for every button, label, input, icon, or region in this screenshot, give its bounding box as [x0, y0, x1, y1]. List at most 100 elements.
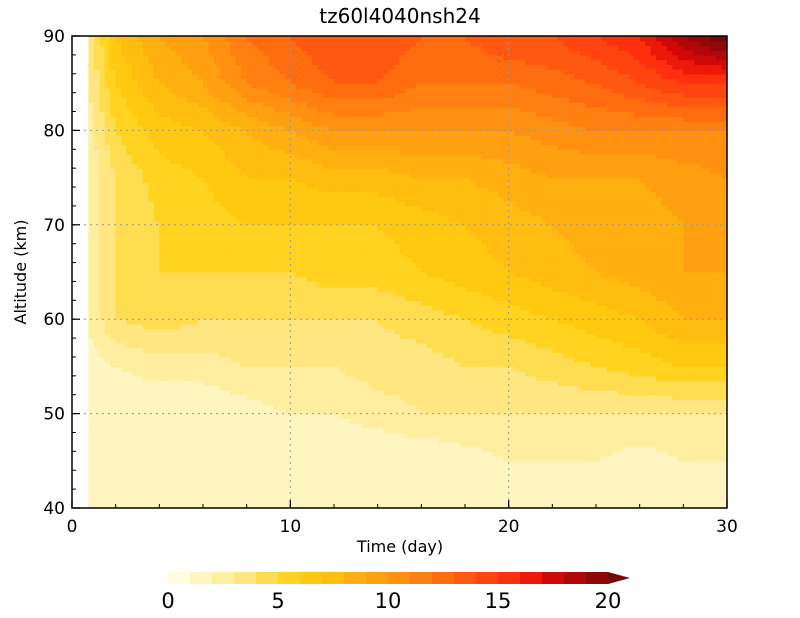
contour-cell	[290, 394, 297, 401]
contour-cell	[721, 328, 727, 334]
contour-cell	[579, 319, 586, 325]
contour-cell	[377, 319, 384, 325]
contour-cell	[721, 498, 727, 504]
contour-cell	[426, 371, 433, 377]
contour-cell	[377, 338, 384, 344]
contour-cell	[388, 333, 395, 339]
contour-cell	[514, 423, 521, 429]
contour-cell	[437, 413, 444, 419]
contour-cell	[656, 489, 663, 495]
contour-cell	[121, 338, 128, 344]
contour-cell	[268, 446, 275, 452]
contour-cell	[290, 309, 297, 316]
contour-cell	[508, 323, 515, 330]
contour-cell	[197, 375, 204, 382]
contour-cell	[508, 432, 515, 438]
contour-cell	[355, 474, 362, 481]
contour-cell	[355, 437, 362, 443]
contour-cell	[88, 371, 95, 377]
contour-cell	[93, 366, 100, 372]
contour-cell	[601, 456, 608, 462]
contour-cell	[677, 465, 684, 471]
contour-cell	[312, 460, 319, 467]
contour-cell	[377, 503, 384, 508]
contour-cell	[552, 479, 559, 485]
contour-cell	[344, 404, 351, 410]
contour-cell	[295, 399, 302, 405]
contour-cell	[535, 404, 543, 410]
contour-cell	[497, 418, 504, 424]
contour-cell	[546, 423, 553, 429]
contour-cell	[246, 474, 253, 481]
contour-cell	[683, 390, 690, 396]
contour-cell	[263, 479, 270, 485]
contour-cell	[519, 352, 526, 358]
contour-cell	[230, 309, 237, 316]
contour-cell	[148, 385, 155, 391]
contour-cell	[273, 437, 281, 443]
contour-cell	[93, 479, 100, 485]
contour-cell	[399, 418, 406, 424]
contour-cell	[213, 432, 220, 438]
contour-cell	[126, 366, 133, 372]
contour-cell	[634, 493, 641, 500]
contour-cell	[508, 305, 515, 311]
contour-cell	[432, 441, 439, 448]
contour-cell	[192, 470, 199, 476]
contour-cell	[279, 361, 286, 367]
contour-cell	[448, 352, 455, 358]
contour-cell	[666, 456, 674, 462]
contour-cell	[514, 484, 521, 490]
contour-cell	[246, 456, 253, 462]
contour-cell	[716, 356, 723, 363]
contour-cell	[115, 489, 122, 495]
contour-cell	[355, 460, 362, 467]
contour-cell	[306, 479, 313, 485]
contour-cell	[235, 451, 242, 457]
contour-cell	[219, 319, 226, 325]
contour-cell	[503, 465, 510, 471]
contour-cell	[465, 347, 472, 353]
contour-cell	[465, 451, 472, 457]
contour-cell	[574, 319, 581, 325]
contour-cell	[432, 328, 439, 334]
contour-cell	[568, 408, 575, 415]
contour-cell	[514, 305, 521, 311]
contour-cell	[514, 399, 521, 405]
contour-cell	[350, 432, 357, 438]
contour-cell	[535, 451, 543, 457]
contour-cell	[645, 347, 652, 353]
contour-cell	[339, 427, 346, 434]
contour-cell	[110, 380, 117, 386]
contour-cell	[186, 366, 193, 372]
contour-cell	[530, 451, 537, 457]
contour-cell	[388, 446, 395, 452]
contour-cell	[257, 375, 264, 382]
contour-cell	[530, 456, 537, 462]
contour-cell	[590, 309, 597, 316]
contour-cell	[339, 408, 346, 415]
contour-cell	[268, 366, 275, 372]
contour-cell	[650, 309, 657, 316]
contour-cell	[677, 441, 684, 448]
contour-cell	[590, 456, 597, 462]
contour-cell	[617, 484, 624, 490]
contour-cell	[301, 319, 308, 325]
contour-cell	[192, 465, 199, 471]
contour-cell	[224, 314, 231, 320]
contour-cell	[104, 498, 111, 504]
contour-cell	[415, 385, 422, 391]
contour-cell	[410, 489, 417, 495]
contour-cell	[115, 470, 122, 476]
contour-cell	[372, 380, 379, 386]
contour-cell	[699, 408, 706, 415]
contour-cell	[355, 361, 362, 367]
contour-cell	[317, 328, 324, 334]
contour-cell	[241, 333, 248, 339]
contour-cell	[263, 423, 270, 429]
contour-cell	[421, 361, 428, 367]
contour-cell	[121, 319, 128, 325]
contour-cell	[383, 352, 390, 358]
contour-cell	[530, 347, 537, 353]
contour-cell	[426, 441, 433, 448]
